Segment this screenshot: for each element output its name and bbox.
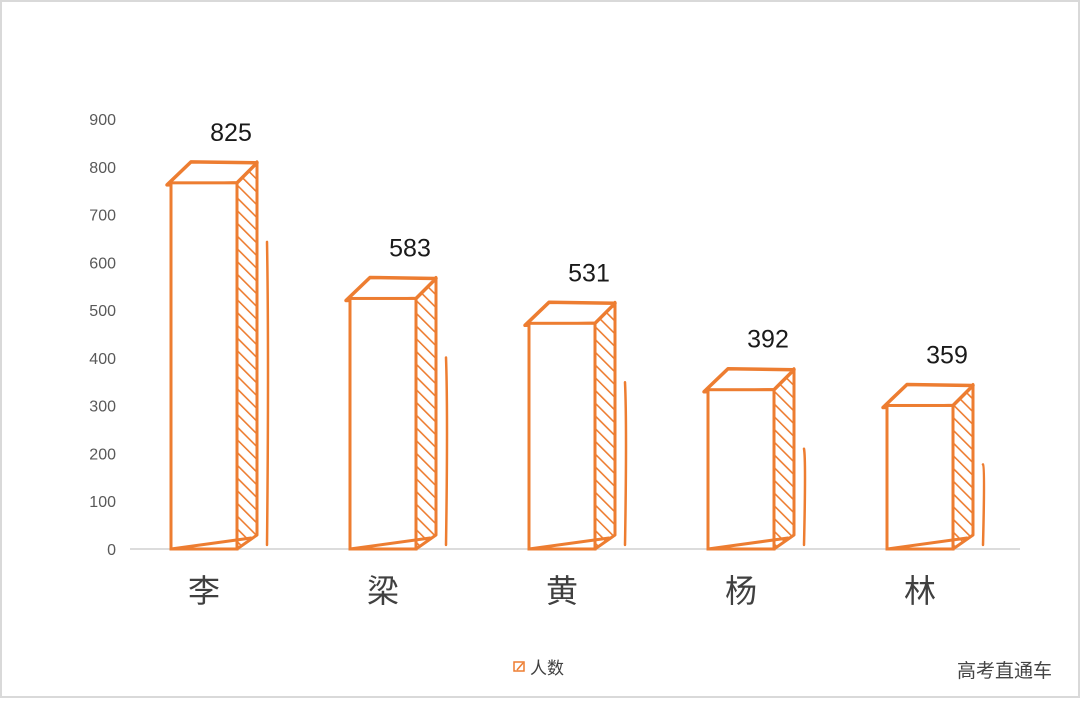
y-tick-label: 500: [89, 303, 116, 320]
bar-sketch-line: [265, 240, 270, 547]
bar-side-face: [772, 367, 796, 551]
data-label: 825: [210, 119, 252, 147]
bar-front-face: [169, 181, 239, 551]
category-label: 杨: [725, 572, 757, 610]
bar-side-face: [593, 300, 617, 551]
y-tick-label: 600: [89, 255, 116, 272]
legend: 人数: [513, 659, 564, 679]
y-tick-label: 900: [89, 112, 116, 129]
bar-sketch-line: [981, 463, 986, 547]
bar-sketch-line: [444, 356, 449, 547]
watermark-text: 高考直通车: [957, 660, 1052, 682]
legend-swatch-hatch: [516, 662, 524, 671]
data-label: 583: [389, 234, 431, 262]
y-tick-label: 0: [107, 542, 116, 559]
category-label: 梁: [367, 572, 399, 610]
legend-label: 人数: [530, 659, 564, 679]
bar: [165, 160, 270, 551]
data-labels: 825 583 531 392 359: [210, 119, 968, 370]
bar: [344, 275, 449, 551]
bar-front-face: [706, 388, 776, 551]
y-tick-label: 400: [89, 351, 116, 368]
category-label: 黄: [546, 572, 578, 610]
bar-side-face: [414, 275, 438, 551]
bar-base-stroke: [885, 536, 969, 551]
y-tick-label: 700: [89, 208, 116, 225]
category-label: 李: [188, 572, 220, 610]
bar-base-stroke: [348, 536, 432, 551]
bar: [881, 382, 986, 551]
bar-side-face: [235, 160, 259, 551]
y-tick-label: 100: [89, 494, 116, 511]
y-tick-label: 300: [89, 399, 116, 416]
y-axis: 0 100 200 300 400 500 600 700 800 900: [89, 112, 116, 559]
data-label: 392: [747, 326, 789, 354]
bar-side-face: [951, 382, 975, 551]
bar-sketch-line: [802, 447, 807, 547]
data-label: 531: [568, 259, 610, 287]
legend-swatch: [513, 661, 525, 672]
bar-base-stroke: [706, 536, 790, 551]
bar-base-stroke: [169, 536, 253, 551]
data-label: 359: [926, 341, 968, 369]
bar-series: [165, 160, 986, 551]
bar-front-face: [885, 403, 955, 551]
bar-base-stroke: [527, 536, 611, 551]
bar-sketch-line: [623, 381, 628, 547]
bar: [523, 300, 628, 551]
bar-front-face: [348, 296, 418, 551]
category-label: 林: [904, 572, 936, 610]
y-tick-label: 800: [89, 160, 116, 177]
y-tick-label: 200: [89, 446, 116, 463]
x-axis: 李梁黄杨林: [188, 572, 936, 610]
bar: [702, 366, 807, 551]
bar-front-face: [527, 321, 597, 551]
